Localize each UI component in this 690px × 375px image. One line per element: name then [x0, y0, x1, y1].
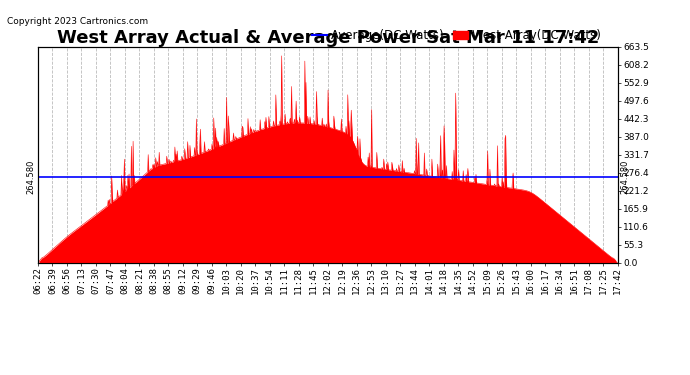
Legend: Average(DC Watts), West Array(DC Watts): Average(DC Watts), West Array(DC Watts) — [308, 25, 606, 47]
Text: Copyright 2023 Cartronics.com: Copyright 2023 Cartronics.com — [7, 17, 148, 26]
Title: West Array Actual & Average Power Sat Mar 11 17:42: West Array Actual & Average Power Sat Ma… — [57, 29, 599, 47]
Text: 264.580: 264.580 — [620, 159, 629, 194]
Text: 264.580: 264.580 — [26, 159, 35, 194]
